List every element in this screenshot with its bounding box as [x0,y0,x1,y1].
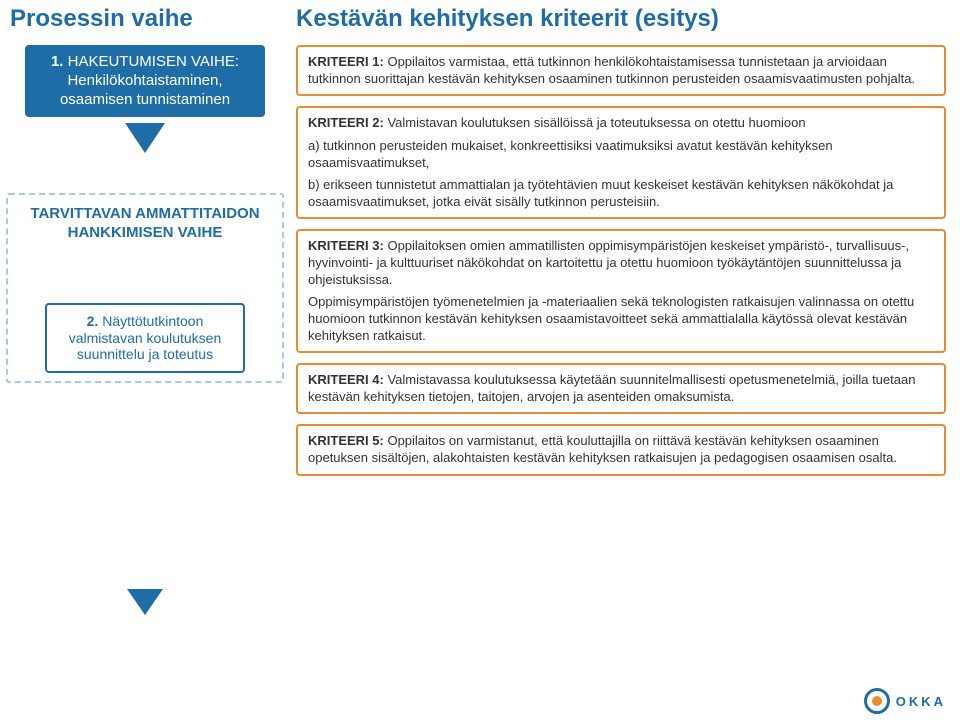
process-step-2: 2. Näyttötutkintoon valmistavan koulutuk… [45,303,245,373]
step2-line1: Näyttötutkintoon [102,313,203,329]
criteria-3: KRITEERI 3: Oppilaitoksen omien ammatill… [296,229,946,353]
left-heading: Prosessin vaihe [10,5,280,33]
step2-number: 2. [87,313,103,329]
right-column: Kestävän kehityksen kriteerit (esitys) K… [296,5,946,480]
criteria-4: KRITEERI 4: Valmistavassa koulutuksessa … [296,363,946,414]
criteria-2-b: b) erikseen tunnistetut ammattialan ja t… [308,177,934,210]
left-column: Prosessin vaihe 1. HAKEUTUMISEN VAIHE: H… [10,5,280,615]
criteria-5-text: Oppilaitos on varmistanut, että koulutta… [308,433,897,465]
criteria-1-label: KRITEERI 1: [308,54,384,69]
logo-text: OKKA [896,694,946,709]
criteria-2-a: a) tutkinnon perusteiden mukaiset, konkr… [308,138,934,171]
step1-line2: Henkilökohtaistaminen, [67,72,222,89]
criteria-4-label: KRITEERI 4: [308,372,384,387]
step2-line3: suunnittelu ja toteutus [77,346,213,362]
dashed-title: TARVITTAVAN AMMATTITAIDON HANKKIMISEN VA… [14,205,276,243]
criteria-2-intro: Valmistavan koulutuksen sisällöissä ja t… [384,115,806,130]
dashed-title-line1: TARVITTAVAN AMMATTITAIDON [30,205,259,222]
right-heading: Kestävän kehityksen kriteerit (esitys) [296,5,946,33]
process-step-1: 1. HAKEUTUMISEN VAIHE: Henkilökohtaistam… [25,45,265,117]
criteria-1-text: Oppilaitos varmistaa, että tutkinnon hen… [308,54,915,86]
step1-number: 1. [51,53,68,70]
okka-logo: OKKA [864,688,946,714]
step1-line1: HAKEUTUMISEN VAIHE: [68,53,239,70]
arrow-down-icon [125,123,165,153]
step1-line3: osaamisen tunnistaminen [60,91,230,108]
criteria-2-label: KRITEERI 2: [308,115,384,130]
criteria-4-text: Valmistavassa koulutuksessa käytetään su… [308,372,915,404]
arrow-down-icon [127,589,163,615]
criteria-1: KRITEERI 1: Oppilaitos varmistaa, että t… [296,45,946,96]
dashed-phase-box: TARVITTAVAN AMMATTITAIDON HANKKIMISEN VA… [6,193,284,383]
criteria-5-label: KRITEERI 5: [308,433,384,448]
criteria-2: KRITEERI 2: Valmistavan koulutuksen sisä… [296,106,946,219]
criteria-3-p2: Oppimisympäristöjen työmenetelmien ja -m… [308,294,934,344]
criteria-3-p1: Oppilaitoksen omien ammatillisten oppimi… [308,238,909,286]
criteria-5: KRITEERI 5: Oppilaitos on varmistanut, e… [296,424,946,475]
logo-circle-icon [864,688,890,714]
dashed-title-line2: HANKKIMISEN VAIHE [68,224,223,241]
step2-line2: valmistavan koulutuksen [69,330,222,346]
criteria-3-label: KRITEERI 3: [308,238,384,253]
